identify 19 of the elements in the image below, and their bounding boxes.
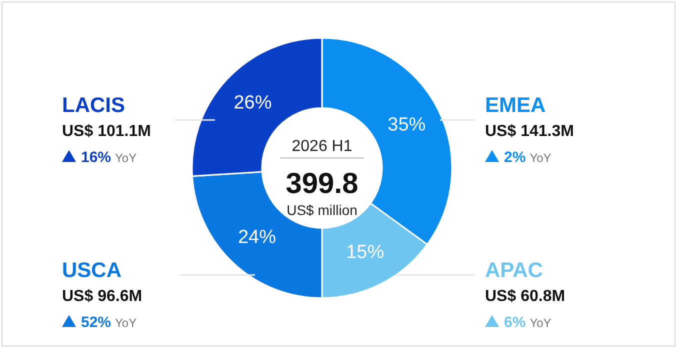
data-label: 15% [346, 242, 384, 264]
text: US$ 60.8M [485, 288, 566, 305]
text: US$ 96.6M [62, 288, 142, 305]
text: 16% YoY [81, 149, 137, 166]
data-label: 26% [234, 92, 272, 114]
text: 52% YoY [81, 314, 137, 331]
text: 6% YoY [504, 314, 552, 331]
text: 2% YoY [504, 149, 552, 166]
text: 2026 H1 [292, 138, 352, 155]
text: US$ million [286, 202, 358, 218]
text: 399.8 [286, 168, 358, 200]
slice-label: LACIS [62, 94, 125, 117]
slice-label: EMEA [485, 94, 546, 117]
text: US$ 141.3M [485, 123, 574, 140]
slice-label: APAC [485, 259, 543, 282]
data-label: 24% [238, 226, 276, 248]
data-label: 35% [388, 114, 426, 136]
slice-label: USCA [62, 259, 122, 282]
text: US$ 101.1M [62, 123, 151, 140]
